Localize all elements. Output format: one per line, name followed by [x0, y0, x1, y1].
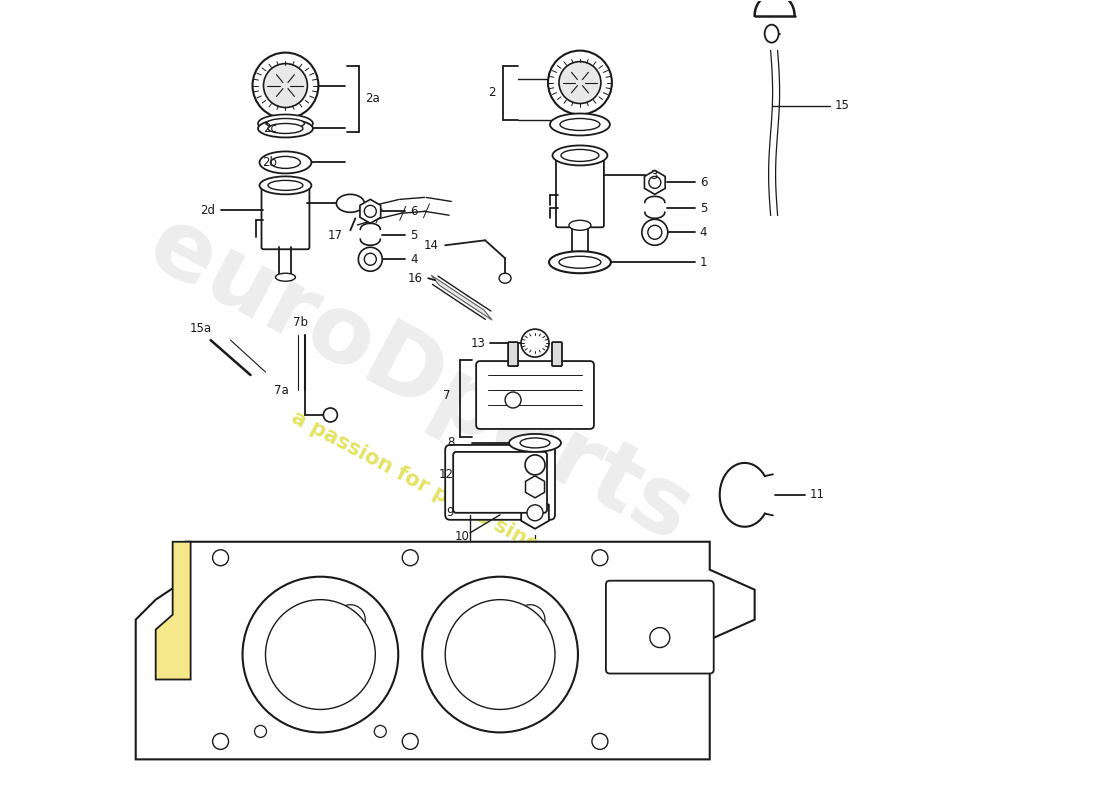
Circle shape	[212, 734, 229, 750]
Ellipse shape	[550, 114, 609, 135]
Ellipse shape	[520, 438, 550, 448]
Text: 3: 3	[650, 169, 657, 182]
Polygon shape	[431, 275, 492, 320]
Circle shape	[212, 550, 229, 566]
Circle shape	[242, 577, 398, 733]
Polygon shape	[156, 542, 190, 679]
Ellipse shape	[258, 114, 312, 133]
FancyBboxPatch shape	[526, 464, 544, 486]
Text: 8: 8	[447, 437, 454, 450]
Circle shape	[253, 53, 318, 118]
Ellipse shape	[266, 118, 305, 129]
Text: 5: 5	[700, 202, 707, 215]
Text: 2: 2	[488, 86, 496, 99]
Circle shape	[374, 726, 386, 738]
Text: 7b: 7b	[293, 316, 308, 329]
Ellipse shape	[323, 408, 338, 422]
Circle shape	[592, 734, 608, 750]
FancyBboxPatch shape	[476, 361, 594, 429]
Circle shape	[525, 455, 544, 475]
Ellipse shape	[275, 274, 296, 282]
Text: 2c: 2c	[264, 122, 277, 135]
Circle shape	[592, 550, 608, 566]
Circle shape	[505, 392, 521, 408]
Circle shape	[359, 247, 383, 271]
Circle shape	[650, 628, 670, 647]
Text: euroDparts: euroDparts	[133, 198, 707, 562]
FancyBboxPatch shape	[508, 342, 518, 366]
Ellipse shape	[549, 251, 610, 274]
Text: 17: 17	[328, 229, 342, 242]
Circle shape	[364, 206, 376, 218]
Text: a passion for parts since 1985: a passion for parts since 1985	[288, 407, 612, 592]
Text: 5: 5	[410, 229, 418, 242]
Ellipse shape	[569, 220, 591, 230]
Ellipse shape	[268, 180, 302, 190]
Text: 6: 6	[700, 176, 707, 189]
Circle shape	[254, 726, 266, 738]
Circle shape	[446, 600, 556, 710]
Text: 15a: 15a	[189, 322, 211, 334]
Polygon shape	[135, 542, 755, 759]
FancyBboxPatch shape	[453, 452, 547, 513]
Ellipse shape	[260, 176, 311, 194]
Circle shape	[403, 734, 418, 750]
Polygon shape	[521, 497, 549, 529]
Ellipse shape	[271, 157, 300, 169]
Text: 2b: 2b	[263, 156, 277, 169]
Text: 9: 9	[447, 506, 454, 519]
Ellipse shape	[552, 146, 607, 166]
Text: 11: 11	[810, 488, 825, 502]
Text: 16: 16	[407, 272, 422, 285]
Text: 12: 12	[439, 468, 454, 482]
Circle shape	[527, 505, 543, 521]
Circle shape	[648, 226, 662, 239]
Text: 15: 15	[835, 99, 849, 112]
Circle shape	[521, 329, 549, 357]
Ellipse shape	[268, 123, 302, 134]
FancyBboxPatch shape	[556, 155, 604, 227]
Ellipse shape	[560, 118, 600, 130]
Ellipse shape	[509, 434, 561, 452]
Circle shape	[641, 219, 668, 246]
Circle shape	[264, 63, 307, 107]
Circle shape	[649, 176, 661, 188]
Text: 2d: 2d	[200, 204, 216, 217]
Polygon shape	[360, 199, 381, 223]
Circle shape	[403, 550, 418, 566]
Text: 13: 13	[470, 337, 485, 350]
Text: 14: 14	[424, 238, 438, 252]
FancyBboxPatch shape	[606, 581, 714, 674]
Ellipse shape	[258, 119, 312, 138]
Text: 6: 6	[410, 205, 418, 218]
Circle shape	[559, 62, 601, 103]
Polygon shape	[645, 170, 665, 194]
Text: 2a: 2a	[365, 92, 381, 105]
Ellipse shape	[260, 151, 311, 174]
Circle shape	[364, 254, 376, 266]
Ellipse shape	[499, 274, 512, 283]
FancyBboxPatch shape	[446, 445, 556, 520]
Circle shape	[548, 50, 612, 114]
Ellipse shape	[337, 194, 364, 212]
Text: 1: 1	[700, 256, 707, 269]
FancyBboxPatch shape	[262, 183, 309, 250]
Circle shape	[265, 600, 375, 710]
Text: 4: 4	[410, 253, 418, 266]
Text: 4: 4	[700, 226, 707, 238]
Ellipse shape	[764, 25, 779, 42]
Text: 7a: 7a	[274, 383, 288, 397]
Polygon shape	[526, 476, 544, 498]
Text: 10: 10	[455, 530, 470, 543]
Text: 7: 7	[442, 389, 450, 402]
Ellipse shape	[561, 150, 598, 162]
Circle shape	[422, 577, 578, 733]
FancyBboxPatch shape	[552, 342, 562, 366]
Ellipse shape	[559, 256, 601, 268]
